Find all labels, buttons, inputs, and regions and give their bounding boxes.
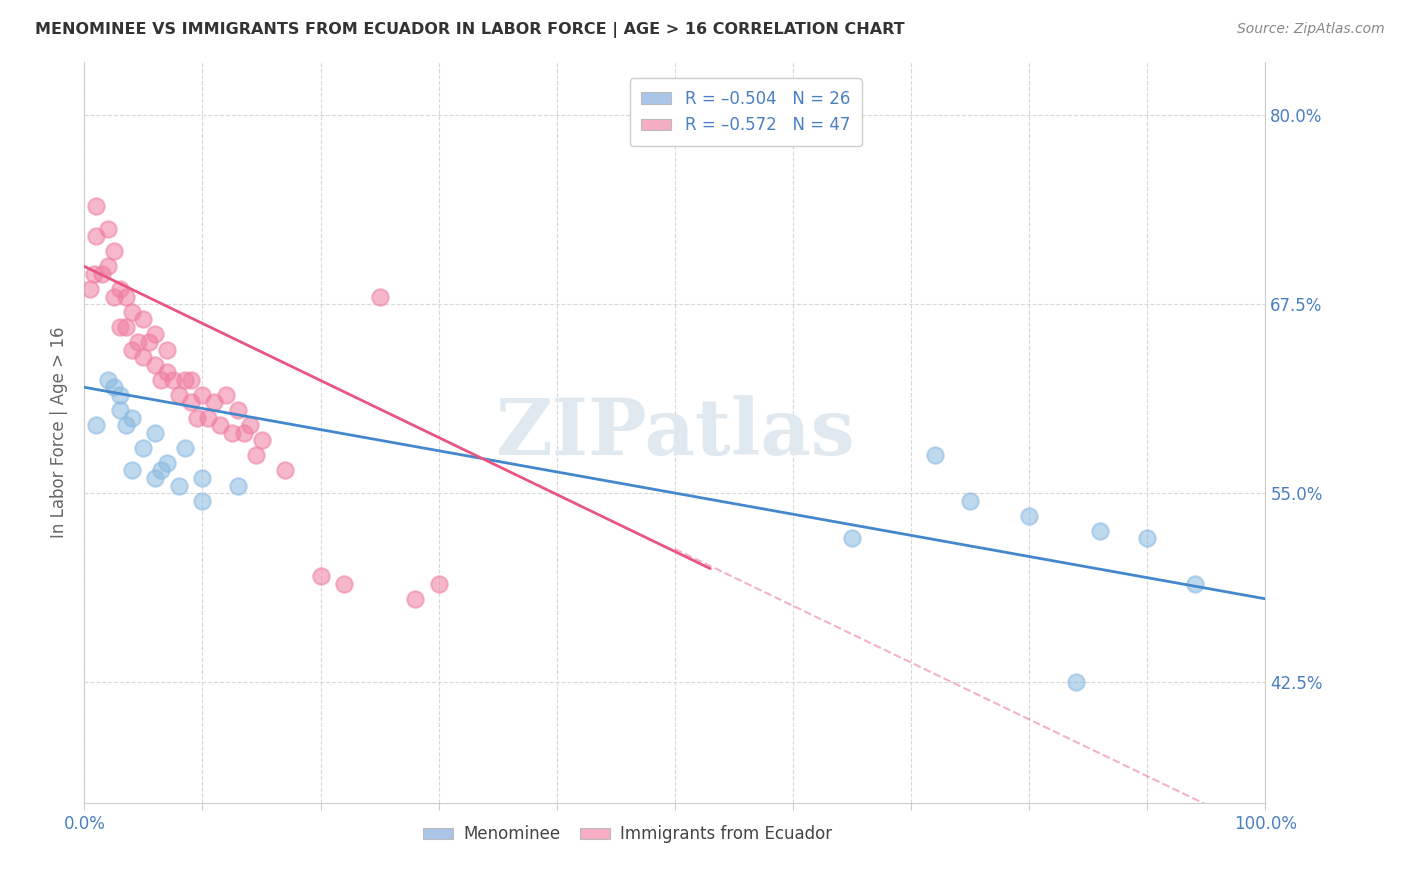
Point: [226, 478, 249, 492]
Point: [1136, 532, 1159, 546]
Point: [191, 471, 214, 485]
Y-axis label: In Labor Force | Age > 16: In Labor Force | Age > 16: [49, 326, 67, 539]
Point: [150, 373, 173, 387]
Point: [143, 327, 166, 342]
Point: [91, 267, 114, 281]
Point: [167, 478, 190, 492]
Point: [239, 418, 262, 433]
Point: [309, 569, 332, 583]
Point: [1018, 508, 1040, 523]
Point: [108, 388, 131, 402]
Point: [274, 463, 297, 477]
Point: [427, 576, 450, 591]
Point: [197, 410, 219, 425]
Point: [84, 229, 107, 244]
Point: [191, 493, 214, 508]
Point: [143, 471, 166, 485]
Point: [114, 290, 136, 304]
Point: [143, 358, 166, 372]
Legend: Menominee, Immigrants from Ecuador: Menominee, Immigrants from Ecuador: [416, 819, 839, 850]
Point: [108, 282, 131, 296]
Point: [103, 380, 125, 394]
Point: [180, 373, 202, 387]
Point: [97, 221, 120, 235]
Point: [202, 395, 225, 409]
Point: [156, 456, 179, 470]
Point: [84, 199, 107, 213]
Point: [191, 388, 214, 402]
Point: [209, 418, 232, 433]
Point: [150, 463, 173, 477]
Point: [173, 373, 195, 387]
Point: [97, 373, 120, 387]
Point: [1088, 524, 1111, 538]
Point: [215, 388, 238, 402]
Point: [121, 304, 143, 318]
Point: [108, 403, 131, 417]
Point: [143, 425, 166, 440]
Point: [221, 425, 243, 440]
Point: [79, 282, 101, 296]
Point: [232, 425, 254, 440]
Text: Source: ZipAtlas.com: Source: ZipAtlas.com: [1237, 22, 1385, 37]
Point: [167, 388, 190, 402]
Point: [226, 403, 249, 417]
Point: [180, 395, 202, 409]
Point: [97, 260, 120, 274]
Point: [250, 433, 273, 447]
Point: [138, 334, 160, 349]
Point: [924, 448, 946, 462]
Point: [103, 290, 125, 304]
Point: [121, 410, 143, 425]
Point: [156, 365, 179, 379]
Point: [132, 350, 155, 364]
Text: MENOMINEE VS IMMIGRANTS FROM ECUADOR IN LABOR FORCE | AGE > 16 CORRELATION CHART: MENOMINEE VS IMMIGRANTS FROM ECUADOR IN …: [35, 22, 905, 38]
Point: [368, 290, 391, 304]
Point: [1184, 576, 1206, 591]
Text: ZIPatlas: ZIPatlas: [495, 394, 855, 471]
Point: [1066, 674, 1088, 689]
Point: [114, 319, 136, 334]
Point: [959, 493, 981, 508]
Point: [132, 312, 155, 326]
Point: [404, 591, 426, 606]
Point: [103, 244, 125, 259]
Point: [333, 576, 356, 591]
Point: [121, 463, 143, 477]
Point: [127, 334, 149, 349]
Point: [83, 267, 105, 281]
Point: [186, 410, 208, 425]
Point: [245, 448, 267, 462]
Point: [841, 532, 863, 546]
Point: [121, 343, 143, 357]
Point: [114, 418, 136, 433]
Point: [108, 319, 131, 334]
Point: [162, 373, 184, 387]
Point: [132, 441, 155, 455]
Point: [156, 343, 179, 357]
Point: [84, 418, 107, 433]
Point: [173, 441, 195, 455]
